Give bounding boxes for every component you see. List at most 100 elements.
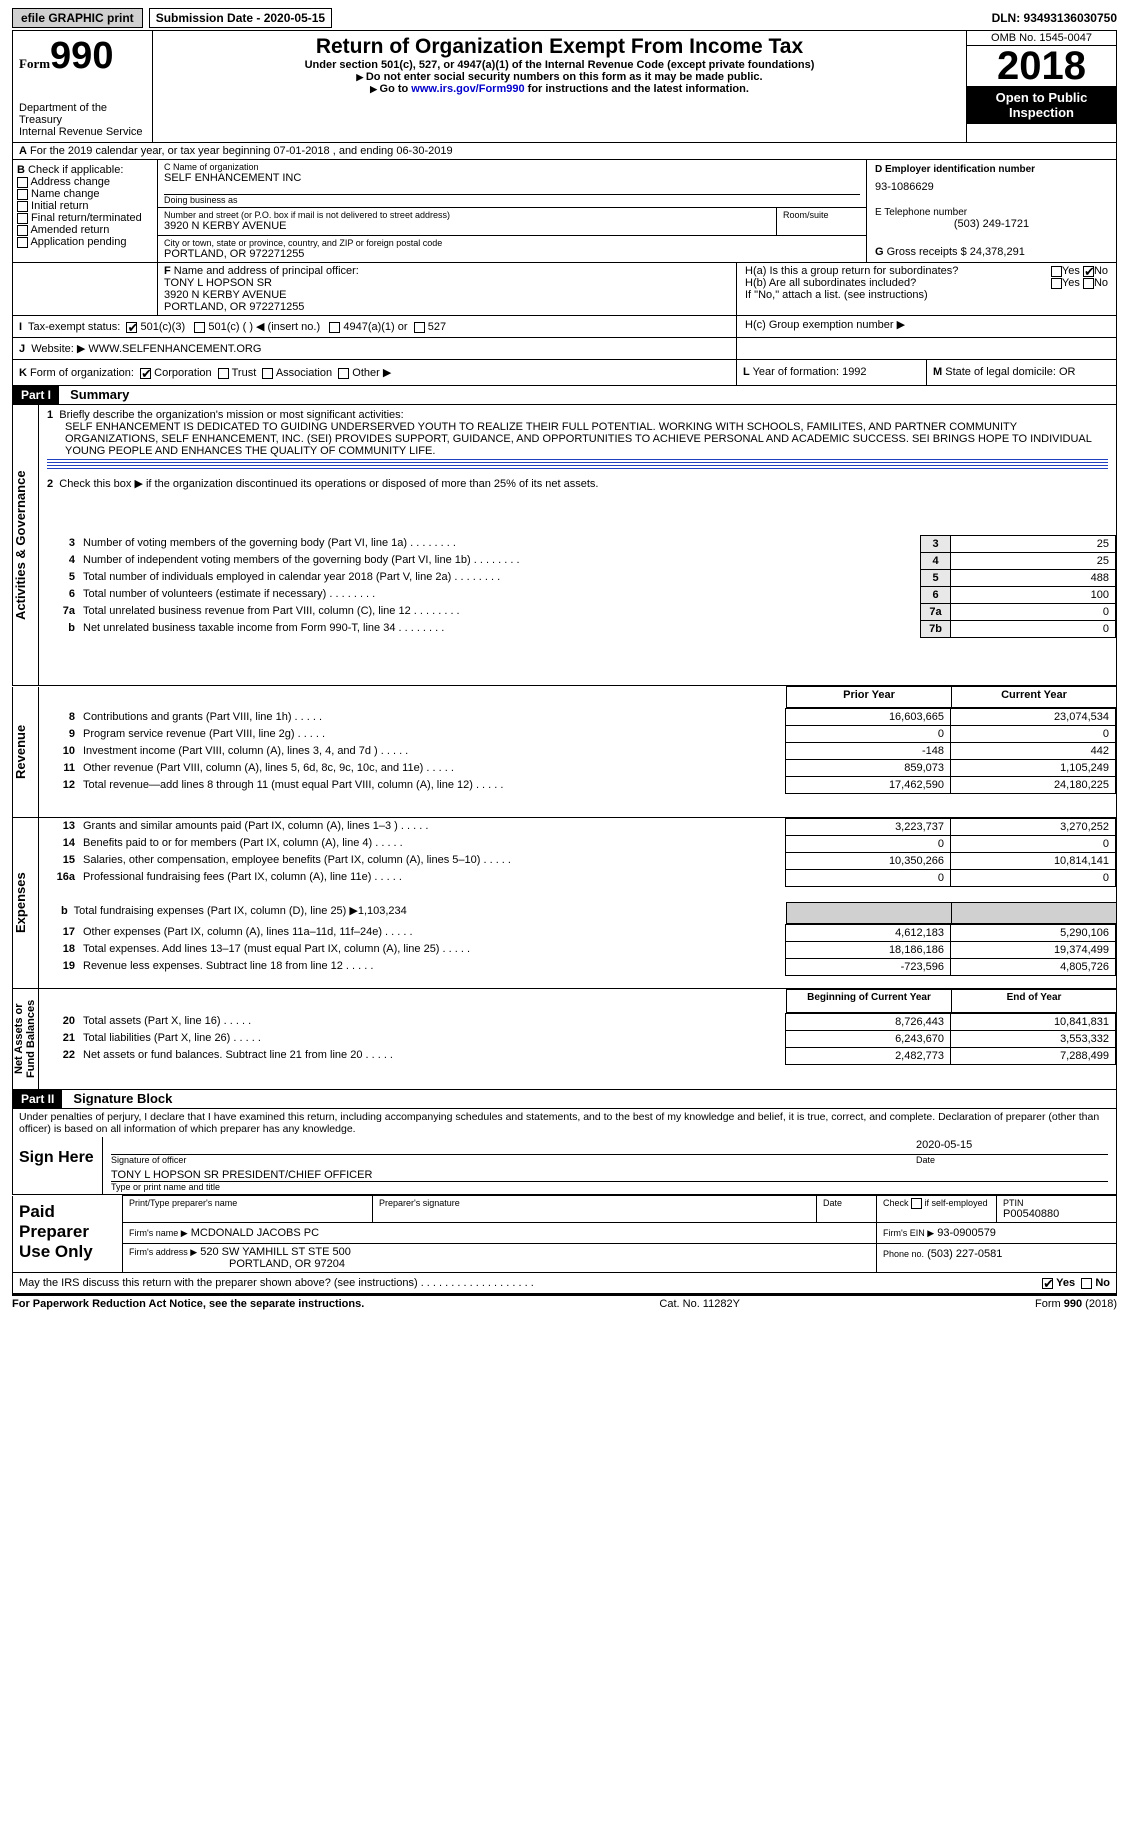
firm-addr-label: Firm's address ▶ <box>129 1247 197 1257</box>
gov-row: 7aTotal unrelated business revenue from … <box>39 603 1116 620</box>
h-c: H(c) Group exemption number ▶ <box>737 316 1117 338</box>
m-label: M <box>933 366 942 378</box>
governance-table: Activities & Governance 1 Briefly descri… <box>12 405 1117 686</box>
k-text: Form of organization: <box>30 367 134 379</box>
data-row: 15Salaries, other compensation, employee… <box>39 852 1116 869</box>
paid-preparer-table: Paid Preparer Use Only Print/Type prepar… <box>12 1195 1117 1273</box>
data-row: 11Other revenue (Part VIII, column (A), … <box>39 760 1116 777</box>
sig-label: Signature of officer <box>111 1155 908 1165</box>
mission-text: SELF ENHANCEMENT IS DEDICATED TO GUIDING… <box>47 421 1108 457</box>
501c3-checkbox[interactable] <box>126 322 137 333</box>
b-item: Final return/terminated <box>17 212 153 224</box>
corp-checkbox[interactable] <box>140 368 151 379</box>
e-label: E Telephone number <box>875 207 1108 218</box>
prep-sig-label: Preparer's signature <box>373 1196 817 1223</box>
rev-sidebar: Revenue <box>13 687 28 817</box>
subtitle-3-post: for instructions and the latest informat… <box>525 83 749 95</box>
city-label: City or town, state or province, country… <box>164 238 860 248</box>
dln-text: DLN: 93493136030750 <box>992 11 1117 25</box>
identity-table: B Check if applicable: Address change Na… <box>12 160 1117 263</box>
data-row: 10Investment income (Part VIII, column (… <box>39 743 1116 760</box>
trust-checkbox[interactable] <box>218 368 229 379</box>
m-text: State of legal domicile: OR <box>945 366 1075 378</box>
g-text: Gross receipts $ 24,378,291 <box>887 246 1025 258</box>
data-row: 8Contributions and grants (Part VIII, li… <box>39 709 1116 726</box>
line1-label: Briefly describe the organization's miss… <box>59 409 403 421</box>
prep-date-label: Date <box>817 1196 877 1223</box>
gov-row: 4Number of independent voting members of… <box>39 552 1116 569</box>
data-row: 16aProfessional fundraising fees (Part I… <box>39 869 1116 886</box>
527-checkbox[interactable] <box>414 322 425 333</box>
i-text: Tax-exempt status: <box>28 321 120 333</box>
line16b: Total fundraising expenses (Part IX, col… <box>74 905 407 917</box>
officer-sig-name: TONY L HOPSON SR PRESIDENT/CHIEF OFFICER <box>111 1169 1108 1182</box>
gov-row: bNet unrelated business taxable income f… <box>39 620 1116 637</box>
firm-phone: (503) 227-0581 <box>927 1248 1002 1260</box>
part2-title: Signature Block <box>65 1091 172 1106</box>
data-row: 14Benefits paid to or for members (Part … <box>39 835 1116 852</box>
efile-button[interactable]: efile GRAPHIC print <box>12 8 143 28</box>
hb-no-checkbox[interactable] <box>1083 278 1094 289</box>
assoc-checkbox[interactable] <box>262 368 273 379</box>
footer-right: Form 990 (2018) <box>1035 1298 1117 1310</box>
top-bar: efile GRAPHIC print Submission Date - 20… <box>12 8 1117 28</box>
ha-yes-checkbox[interactable] <box>1051 266 1062 277</box>
firm-name: MCDONALD JACOBS PC <box>191 1227 319 1239</box>
d-label: D Employer identification number <box>875 164 1108 175</box>
no-label: No <box>1094 265 1108 277</box>
ha-no-checkbox[interactable] <box>1083 266 1094 277</box>
data-row: 21Total liabilities (Part X, line 26) . … <box>39 1030 1116 1047</box>
self-emp-checkbox[interactable] <box>911 1198 922 1209</box>
street-addr: 3920 N KERBY AVENUE <box>164 220 770 232</box>
submission-date-box: Submission Date - 2020-05-15 <box>149 8 332 28</box>
firm-addr2: PORTLAND, OR 97204 <box>129 1258 870 1270</box>
form-label: Form <box>19 56 50 71</box>
part1-bar: Part I <box>13 386 59 404</box>
data-row: 17Other expenses (Part IX, column (A), l… <box>39 924 1116 941</box>
part1-title: Summary <box>62 387 129 402</box>
hb-yes-checkbox[interactable] <box>1051 278 1062 289</box>
data-row: 12Total revenue—add lines 8 through 11 (… <box>39 777 1116 794</box>
date-label: Date <box>908 1155 1108 1165</box>
gov-row: 6Total number of volunteers (estimate if… <box>39 586 1116 603</box>
header-table: Form990 Department of the Treasury Inter… <box>12 30 1117 143</box>
data-row: 18Total expenses. Add lines 13–17 (must … <box>39 941 1116 958</box>
501c-checkbox[interactable] <box>194 322 205 333</box>
ein-label: Firm's EIN ▶ <box>883 1228 934 1238</box>
data-row: 22Net assets or fund balances. Subtract … <box>39 1047 1116 1064</box>
c-label: C Name of organization <box>164 162 860 172</box>
ein-value: 93-1086629 <box>875 181 1108 193</box>
name-type-label: Type or print name and title <box>111 1182 1108 1192</box>
revenue-table: Revenue Prior Year Current Year 8Contrib… <box>12 686 1117 818</box>
gov-row: 5Total number of individuals employed in… <box>39 569 1116 586</box>
part2-bar: Part II <box>13 1090 62 1108</box>
subtitle-2: Do not enter social security numbers on … <box>159 71 960 83</box>
b-item: Application pending <box>17 236 153 248</box>
other-checkbox[interactable] <box>338 368 349 379</box>
expenses-table: Expenses 13Grants and similar amounts pa… <box>12 818 1117 989</box>
ptin-label: PTIN <box>1003 1198 1110 1208</box>
footer-center: Cat. No. 11282Y <box>659 1298 740 1310</box>
subtitle-1: Under section 501(c), 527, or 4947(a)(1)… <box>159 59 960 71</box>
irs-link[interactable]: www.irs.gov/Form990 <box>411 83 524 95</box>
website-value: WWW.SELFENHANCEMENT.ORG <box>88 343 261 355</box>
exp-sidebar: Expenses <box>13 818 28 988</box>
phone-value: (503) 249-1721 <box>875 218 1108 230</box>
h-note: If "No," attach a list. (see instruction… <box>745 289 1108 301</box>
firm-label: Firm's name ▶ <box>129 1228 188 1238</box>
b-label: B <box>17 164 25 176</box>
prior-year-hdr: Prior Year <box>787 687 952 708</box>
discuss-yes-checkbox[interactable] <box>1042 1278 1053 1289</box>
beg-year-hdr: Beginning of Current Year <box>787 989 952 1012</box>
discuss-no-checkbox[interactable] <box>1081 1278 1092 1289</box>
firm-phone-label: Phone no. <box>883 1249 924 1259</box>
data-row: 19Revenue less expenses. Subtract line 1… <box>39 958 1116 975</box>
h-a: H(a) Is this a group return for subordin… <box>745 265 958 277</box>
k-l-m-table: K Form of organization: Corporation Trus… <box>12 360 1117 386</box>
j-label: J <box>19 343 25 355</box>
4947-checkbox[interactable] <box>329 322 340 333</box>
officer-addr1: 3920 N KERBY AVENUE <box>164 289 730 301</box>
net-sidebar: Net Assets or Fund Balances <box>13 989 37 1089</box>
h-b: H(b) Are all subordinates included? <box>745 277 916 289</box>
paid-label: Paid Preparer Use Only <box>13 1196 123 1273</box>
